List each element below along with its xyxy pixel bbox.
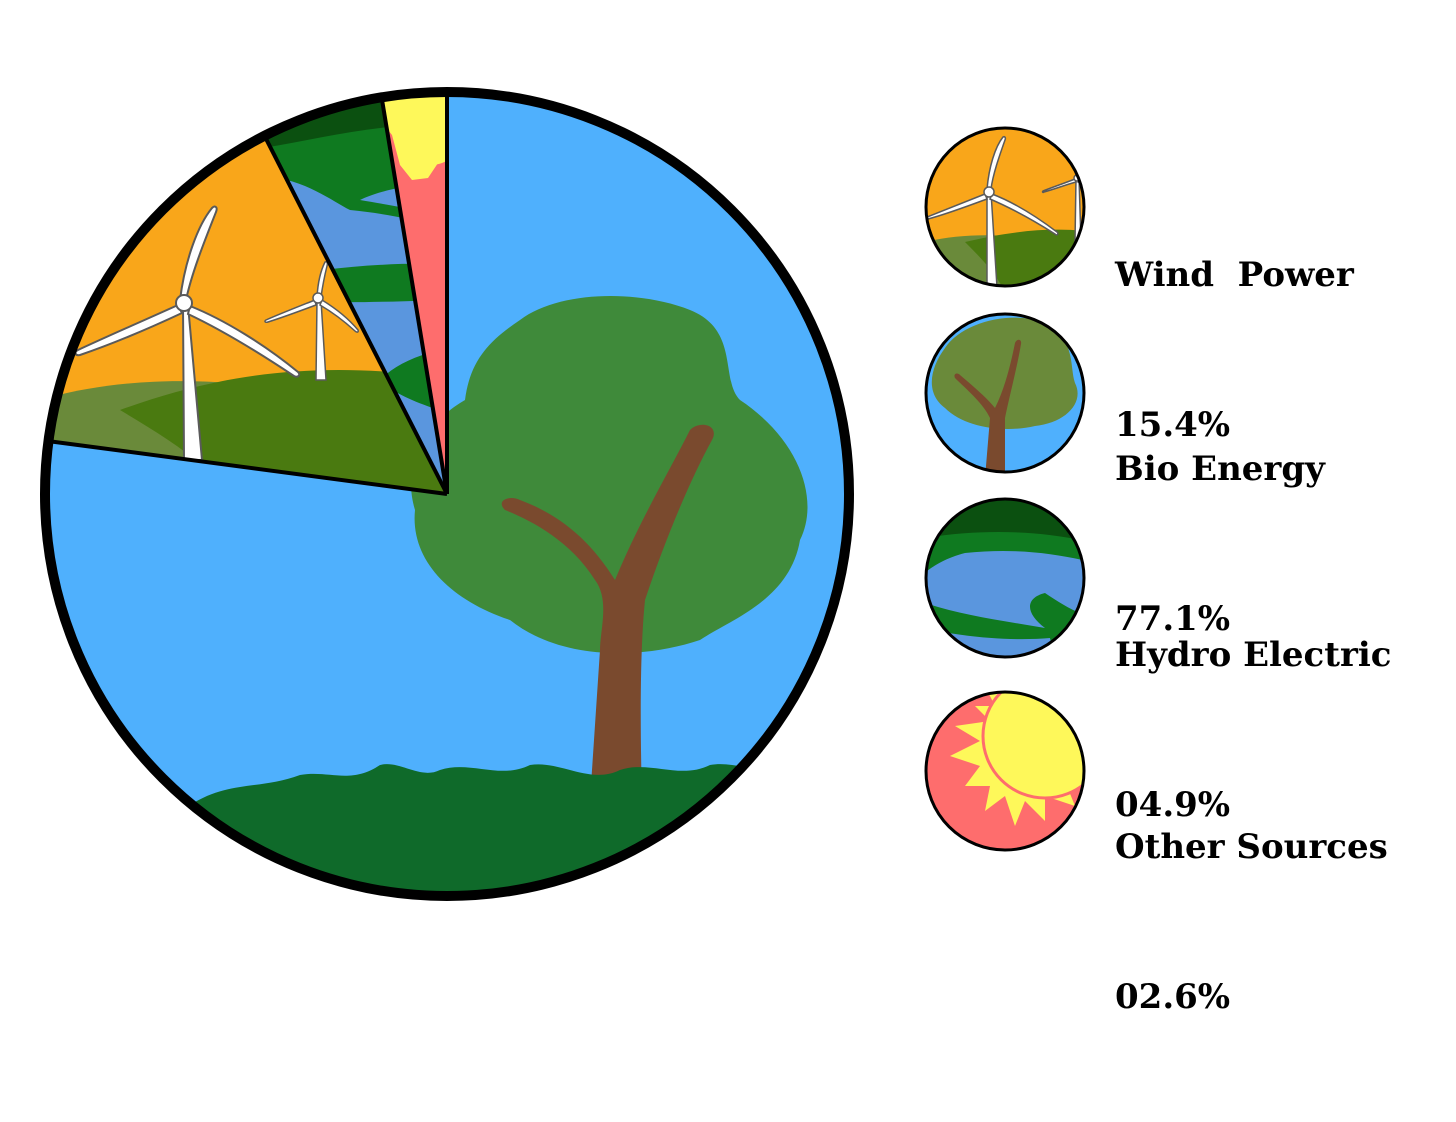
wind-turbine-small — [264, 261, 359, 381]
legend-value: 02.6% — [1115, 977, 1231, 1017]
legend-label: Other Sources — [1115, 827, 1388, 867]
legend-label: Hydro Electric — [1115, 635, 1392, 675]
legend-text: Wind Power 15.4% — [1115, 150, 1354, 550]
legend-item-wind: Wind Power 15.4% — [925, 122, 1445, 445]
legend-value: 77.1% — [1115, 599, 1231, 639]
tree-icon — [924, 312, 1086, 474]
grass — [190, 764, 847, 894]
legend-item-hydro: Hydro Electric 04.9% — [925, 502, 1445, 825]
legend-value: 15.4% — [1115, 405, 1231, 445]
pie-outline — [40, 87, 854, 901]
legend-value: 04.9% — [1115, 785, 1231, 825]
slice-borders — [48, 92, 449, 496]
wind-turbine-large — [74, 205, 301, 461]
legend-icons — [924, 126, 1086, 852]
river-icon — [924, 497, 1086, 659]
pie-chart — [40, 87, 1086, 901]
slice-border-wind — [48, 439, 448, 496]
legend-item-other: Other Sources 02.6% — [925, 694, 1445, 1017]
tree-trunk — [501, 424, 714, 800]
wind-turbine-icon — [924, 126, 1086, 288]
tree-foliage — [411, 296, 808, 654]
legend-text: Bio Energy 77.1% — [1115, 344, 1325, 744]
legend-label: Bio Energy — [1115, 449, 1325, 489]
legend-text: Other Sources 02.6% — [1115, 722, 1388, 1122]
legend-label: Wind Power — [1115, 255, 1354, 295]
legend-text: Hydro Electric 04.9% — [1115, 530, 1391, 930]
slice-border-hydro — [262, 134, 449, 495]
legend-item-bio: Bio Energy 77.1% — [925, 316, 1445, 639]
slice-border-other — [379, 97, 449, 495]
